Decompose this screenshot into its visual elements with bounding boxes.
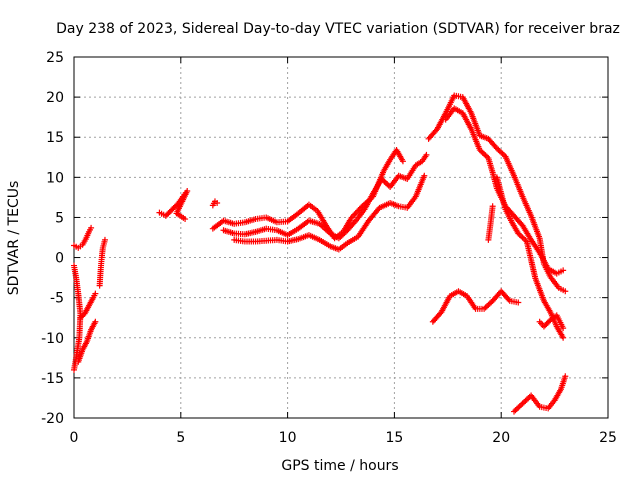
- data-point-marker: [101, 236, 108, 243]
- series-pass-early-high: [71, 224, 95, 251]
- data-point-marker: [515, 299, 522, 306]
- x-tick-label: 20: [492, 430, 510, 446]
- chart-title: Day 238 of 2023, Sidereal Day-to-day VTE…: [56, 21, 620, 37]
- series-pass-day-c: [231, 172, 428, 253]
- y-tick-label: -10: [41, 331, 64, 347]
- plot-frame: [73, 56, 609, 419]
- y-tick-label: 5: [55, 210, 64, 226]
- data-point-marker: [492, 144, 499, 151]
- series-pass-afternoon-b: [442, 105, 567, 277]
- series-pass-early-rise: [96, 236, 108, 289]
- data-point-marker: [423, 151, 430, 158]
- y-tick-label: -20: [41, 411, 64, 427]
- x-axis-label: GPS time / hours: [281, 458, 398, 474]
- data-point-marker: [182, 216, 189, 223]
- x-tick-label: 5: [176, 430, 185, 446]
- data-point-marker: [421, 172, 428, 179]
- data-point-marker: [71, 366, 77, 373]
- marks-layer: [71, 92, 569, 415]
- data-point-marker: [505, 296, 512, 303]
- data-point-marker: [214, 200, 221, 207]
- series-pass-evening-low: [536, 312, 567, 332]
- y-tick-label: 25: [46, 50, 64, 66]
- data-point-marker: [560, 325, 567, 332]
- y-tick-label: -5: [50, 291, 64, 307]
- data-point-marker: [92, 290, 99, 297]
- data-point-marker: [92, 318, 99, 325]
- y-tick-label: 0: [55, 251, 64, 267]
- x-tick-label: 0: [70, 430, 79, 446]
- series-pass-afternoon-peak: [425, 92, 569, 295]
- data-point-marker: [560, 334, 567, 341]
- y-tick-label: 15: [46, 130, 64, 146]
- y-axis-label: SDTVAR / TECUs: [6, 181, 22, 296]
- series-pass-early-fall: [75, 318, 99, 365]
- x-tick-label: 15: [385, 430, 403, 446]
- data-point-marker: [399, 158, 406, 165]
- grid-layer: [74, 57, 608, 418]
- y-tick-label: -15: [41, 371, 64, 387]
- series-pass-evening: [429, 288, 522, 325]
- series-pass-afternoon-c: [493, 174, 567, 341]
- series-pass-6h: [209, 198, 221, 209]
- tick-layer: 0 5 10 15 20 25 -20 -15 -10 -5 0 5 10 15 20 25: [41, 50, 617, 446]
- data-point-marker: [485, 236, 492, 243]
- series-pass-early-mid: [77, 290, 99, 321]
- series-pass-late-rise: [485, 203, 496, 243]
- y-tick-label: 20: [46, 90, 64, 106]
- series-pass-day-a: [209, 147, 406, 242]
- y-tick-label: 10: [46, 170, 64, 186]
- data-point-marker: [560, 267, 567, 274]
- data-point-marker: [88, 224, 95, 231]
- x-tick-label: 25: [599, 430, 617, 446]
- data-point-marker: [562, 373, 569, 380]
- series-pass-morning: [156, 187, 191, 223]
- data-point-marker: [562, 288, 569, 295]
- series-pass-day-b: [220, 151, 430, 242]
- x-tick-label: 10: [279, 430, 297, 446]
- series-pass-night: [511, 373, 569, 415]
